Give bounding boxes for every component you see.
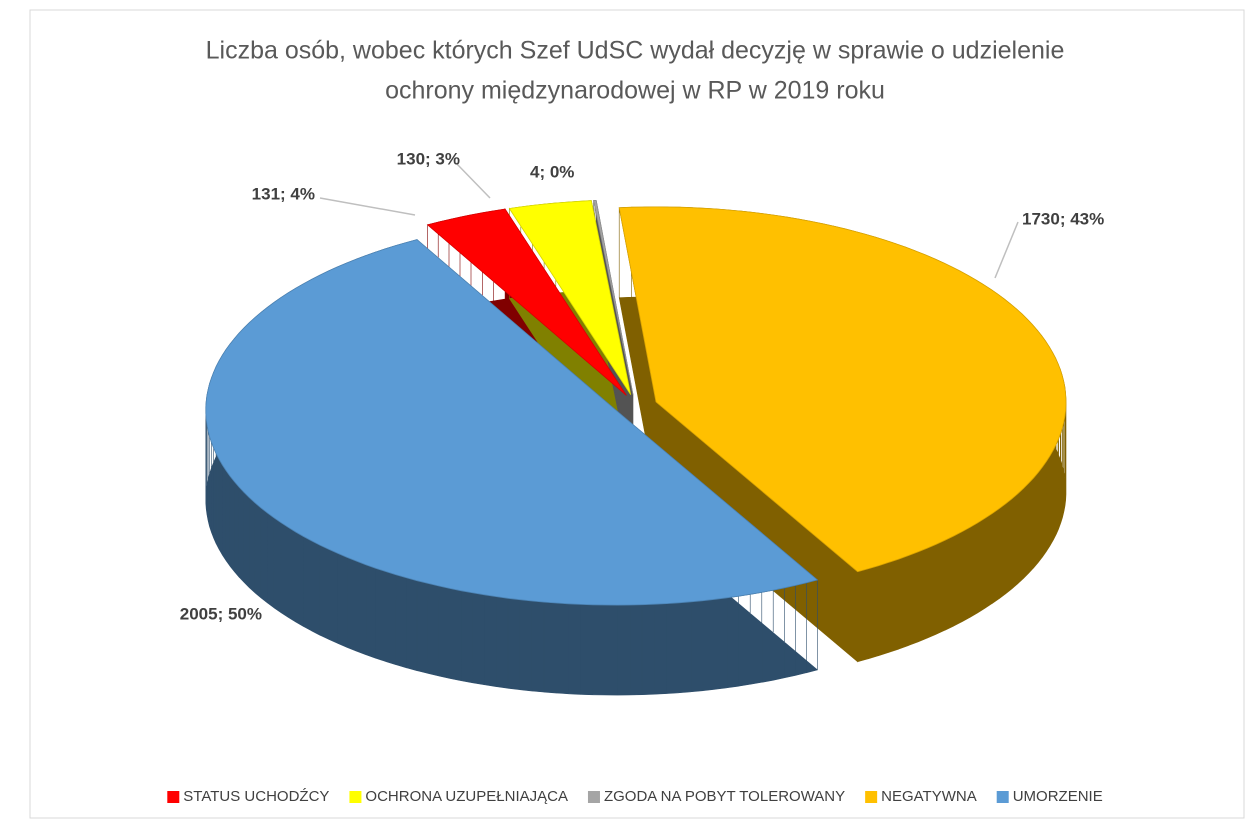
slice (593, 200, 634, 395)
legend-swatch (349, 791, 362, 803)
legend-swatch (865, 791, 878, 803)
chart-title: Liczba osób, wobec których Szef UdSC wyd… (206, 37, 1065, 65)
legend-swatch (587, 791, 600, 803)
slice (508, 200, 632, 395)
leader-line (994, 221, 1019, 279)
legend-label: OCHRONA UZUPEŁNIAJĄCA (365, 788, 568, 805)
data-label: 1730; 43% (1022, 209, 1104, 228)
slice (205, 239, 819, 606)
legend: STATUS UCHODŹCY OCHRONA UZUPEŁNIAJĄCA ZGOD… (167, 788, 1103, 805)
leader-line (455, 162, 491, 199)
chart-title: ochrony międzynarodowej w RP w 2019 roku (385, 77, 885, 105)
data-label: 2005; 50% (180, 604, 262, 623)
legend-label: NEGATYWNA (881, 788, 977, 805)
data-label: 131; 4% (252, 184, 315, 203)
legend-label: ZGODA NA POBYT TOLEROWANY (604, 788, 845, 805)
slice (618, 206, 1067, 573)
legend-label: UMORZENIE (1013, 788, 1103, 805)
legend-swatch (996, 791, 1009, 803)
slice (426, 208, 627, 396)
legend-swatch (167, 791, 180, 803)
data-label: 4; 0% (530, 162, 574, 181)
leader-line (319, 197, 416, 216)
legend-label: STATUS UCHODŹCY (183, 788, 329, 805)
data-label: 130; 3% (397, 149, 460, 168)
